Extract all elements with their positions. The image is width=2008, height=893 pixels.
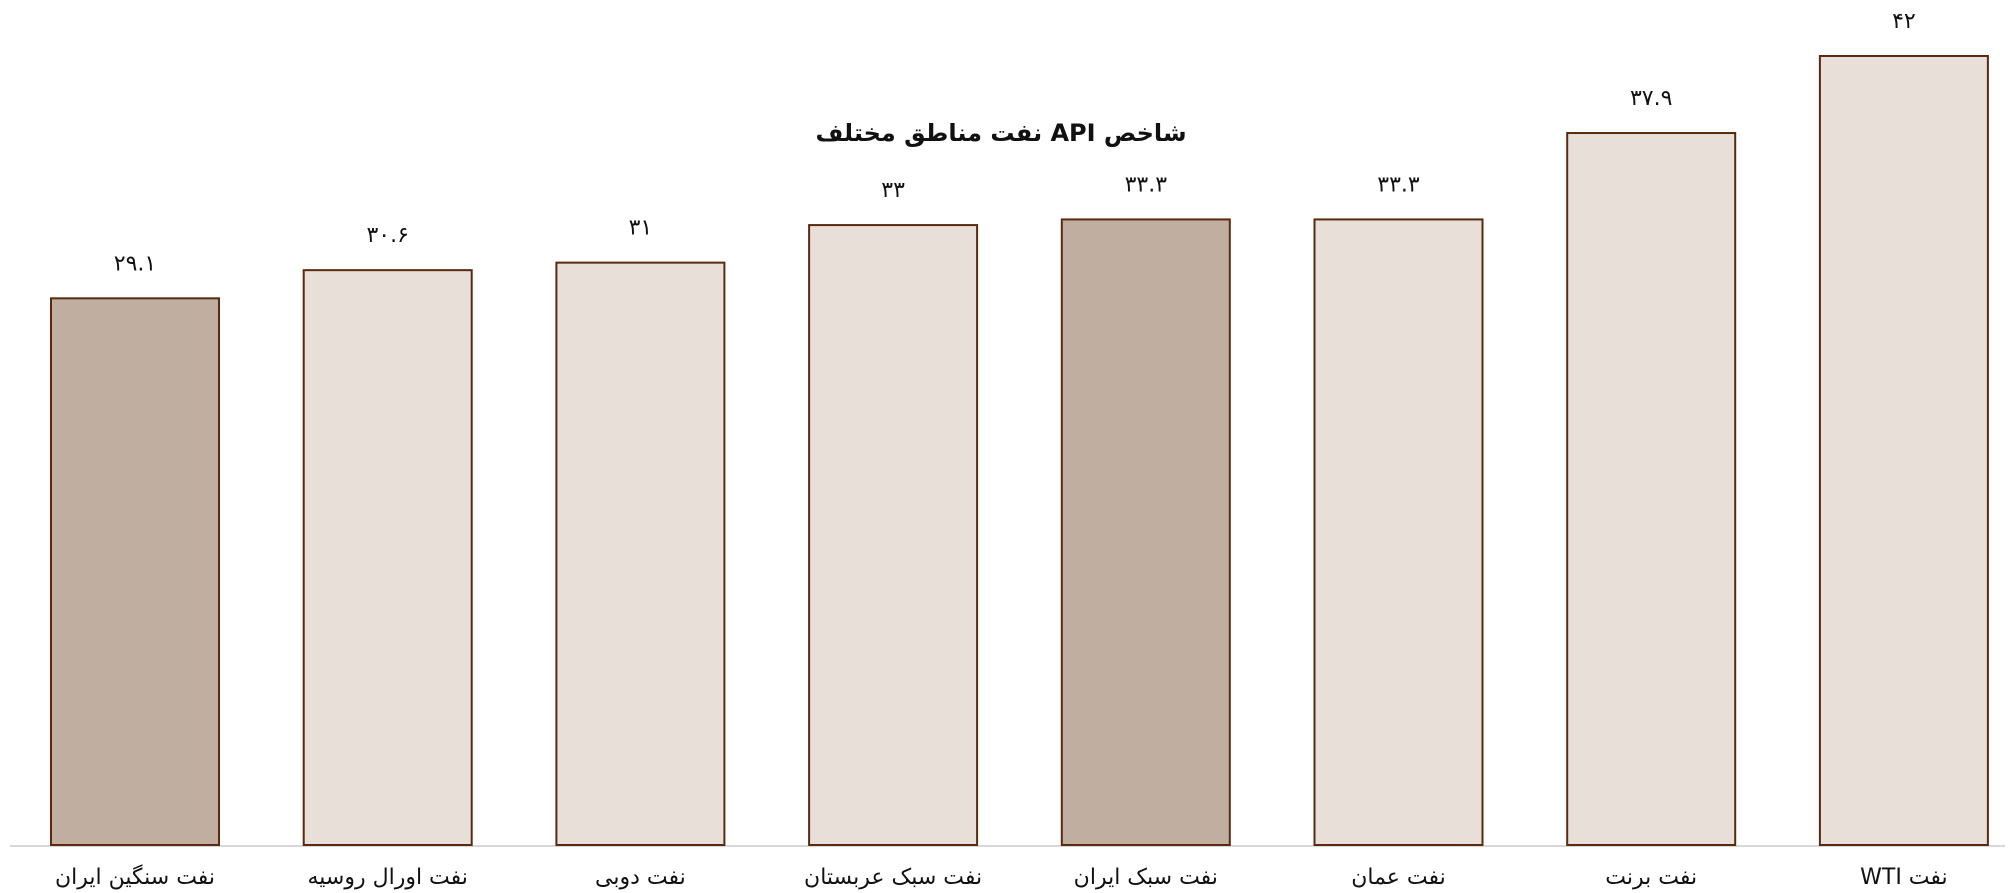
data-label: ۳۰.۶	[366, 223, 408, 248]
data-label: ۳۷.۹	[1630, 86, 1672, 111]
bar	[555, 261, 726, 846]
chart-title: شاخص API نفت مناطق مختلف	[815, 119, 1186, 147]
data-label: ۳۱	[629, 216, 653, 241]
bar	[1566, 132, 1737, 846]
x-tick-label: نفت دوبی	[595, 865, 686, 890]
x-tick-label: نفت WTI	[1860, 865, 1948, 890]
bar	[302, 269, 473, 846]
data-label: ۲۹.۱	[114, 251, 156, 276]
x-tick-label: نفت سنگین ایران	[55, 864, 215, 890]
data-label: ۳۳.۳	[1377, 172, 1420, 197]
x-tick-label: نفت اورال روسیه	[307, 865, 467, 890]
data-label: ۴۲	[1892, 9, 1916, 34]
bar	[50, 297, 220, 847]
bar	[1060, 218, 1231, 846]
x-tick-label: نفت سبک ایران	[1074, 865, 1218, 890]
bar	[1313, 218, 1484, 846]
bar	[1818, 55, 1989, 846]
data-label: ۳۳.۳	[1125, 172, 1168, 197]
bar	[808, 224, 979, 847]
data-label: ۳۳	[881, 178, 905, 203]
x-tick-label: نفت سبک عربستان	[804, 865, 982, 890]
x-tick-label: نفت عمان	[1351, 865, 1446, 890]
x-tick-label: نفت برنت	[1605, 865, 1697, 890]
